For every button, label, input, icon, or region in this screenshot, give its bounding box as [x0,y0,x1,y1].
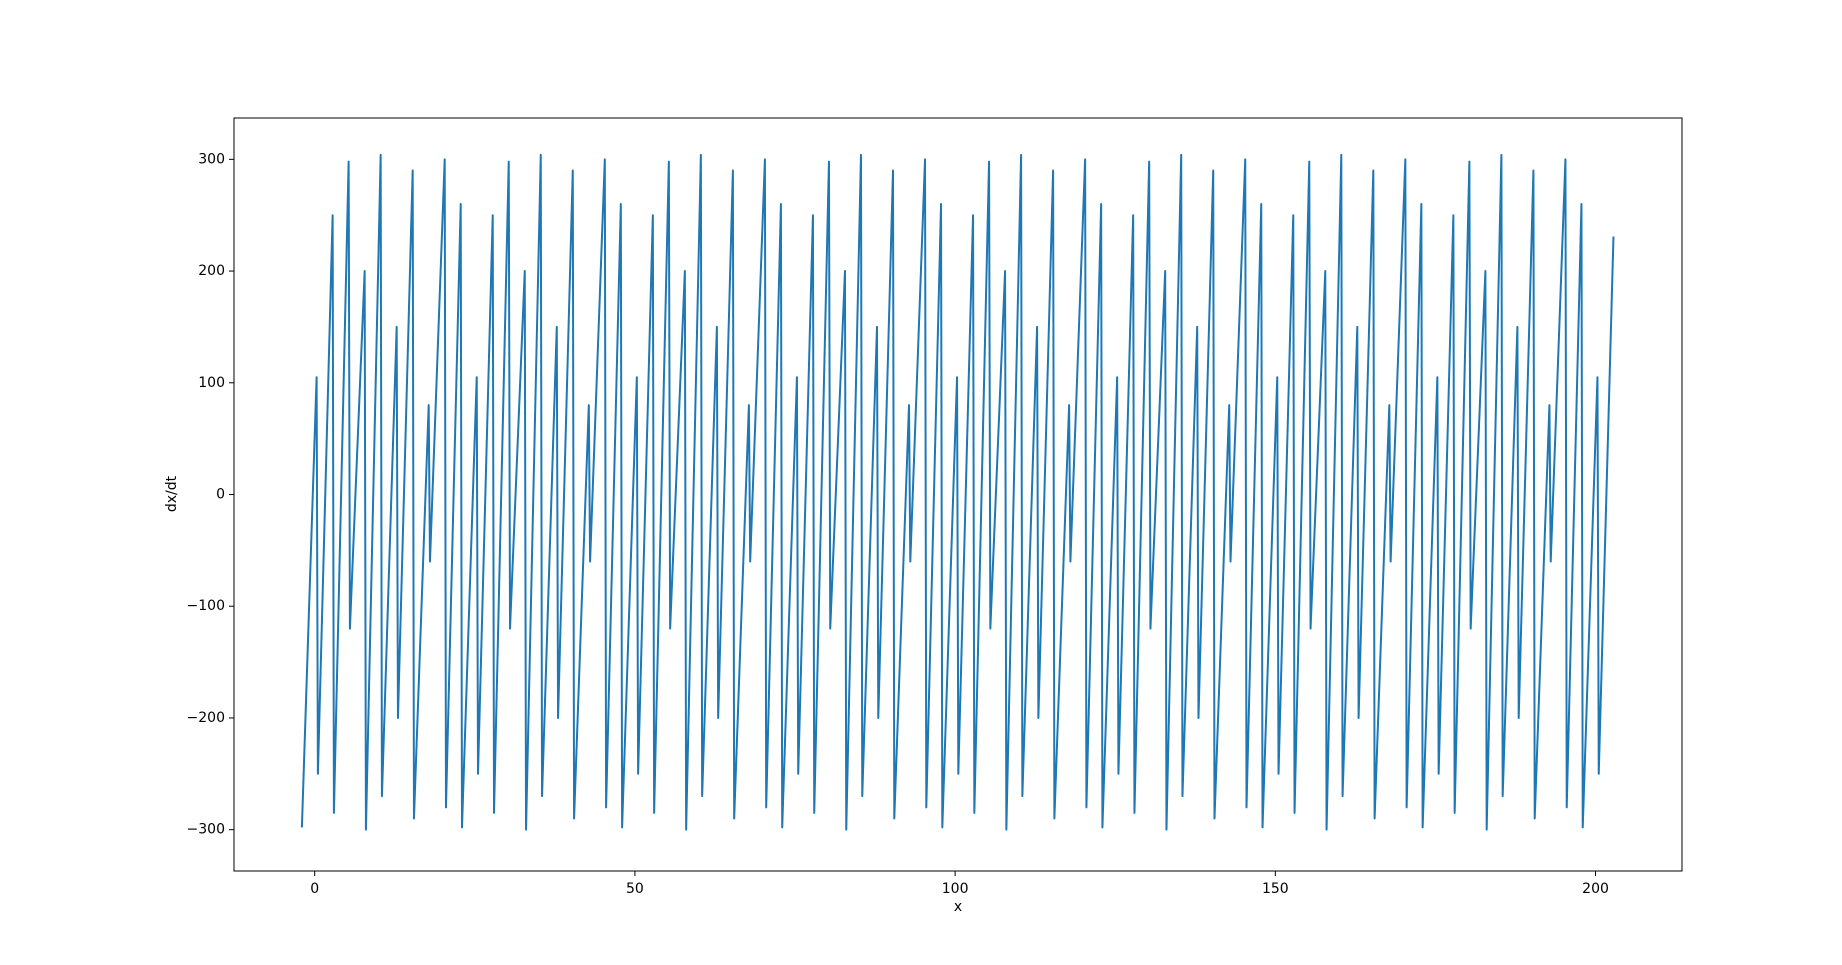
y-tick-label: 0 [216,487,225,503]
data-line [300,153,1615,831]
x-tick-label: 50 [626,881,644,897]
x-tick-label: 200 [1582,881,1609,897]
y-tick-label: 300 [198,151,225,167]
plot-frame [233,117,1683,872]
x-tick-label: 100 [942,881,969,897]
y-tick-label: −300 [187,822,225,838]
y-tick-label: 100 [198,375,225,391]
y-axis-label: dx/dt [164,475,180,512]
x-axis-label: x [954,899,962,915]
x-tick-label: 150 [1262,881,1289,897]
y-tick-label: −100 [187,598,225,614]
x-tick-label: 0 [310,881,319,897]
y-tick-label: 200 [198,263,225,279]
y-tick-label: −200 [187,710,225,726]
